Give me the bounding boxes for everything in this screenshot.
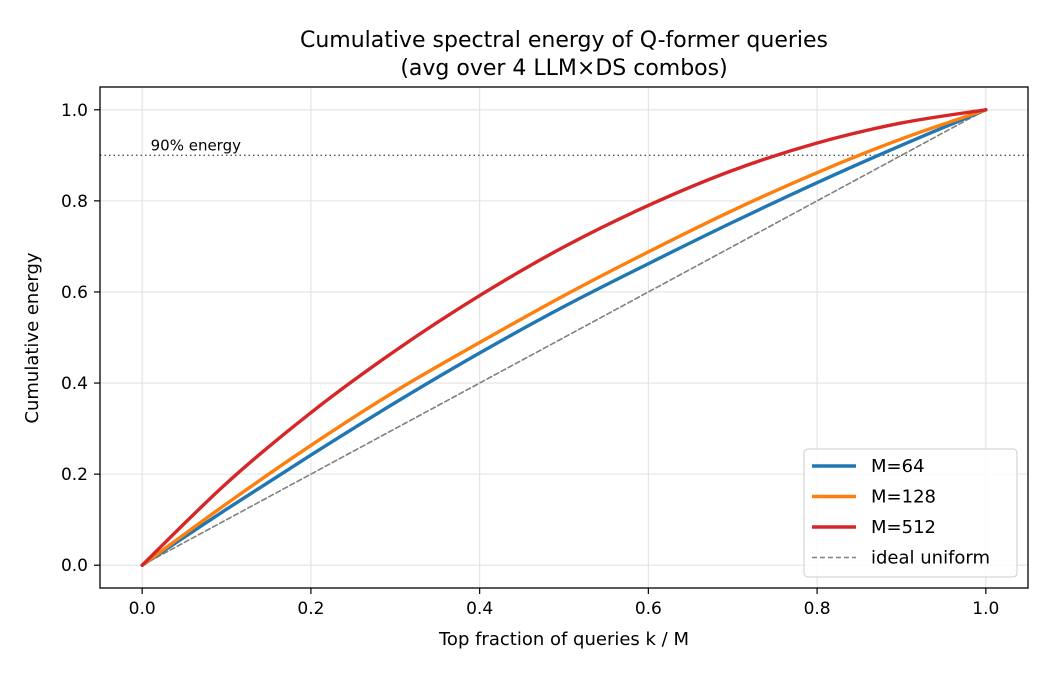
legend-label-m-64: M=64 xyxy=(871,456,925,477)
legend-box xyxy=(803,448,1018,578)
x-tick-label: 0.6 xyxy=(635,599,662,619)
legend-label-ideal-uniform: ideal uniform xyxy=(871,548,990,569)
legend: M=64 M=128 M=512 ideal uniform xyxy=(803,448,1018,578)
y-tick-label: 1.0 xyxy=(61,101,88,121)
chart-subtitle: (avg over 4 LLM×DS combos) xyxy=(400,56,727,81)
series-line-m-128 xyxy=(140,108,988,567)
y-tick-label: 0.0 xyxy=(61,556,88,576)
x-tick-label: 0.2 xyxy=(297,599,324,619)
x-axis-label: Top fraction of queries k / M xyxy=(438,629,689,650)
legend-label-m-128: M=128 xyxy=(871,487,936,508)
plot-frame xyxy=(99,86,1029,589)
y-tick-label: 0.8 xyxy=(61,192,88,212)
y-tick-label: 0.6 xyxy=(61,283,88,303)
series-line-m-512 xyxy=(140,108,988,567)
chart-title: Cumulative spectral energy of Q-former q… xyxy=(300,28,828,53)
y-tick-label: 0.2 xyxy=(61,465,88,485)
x-tick-label: 0.8 xyxy=(804,599,831,619)
ninety-percent-energy-label: 90% energy xyxy=(151,136,241,154)
series-line-m-64 xyxy=(140,108,988,567)
series-lines xyxy=(140,108,988,567)
x-tick-label: 0.4 xyxy=(466,599,493,619)
legend-label-m-512: M=512 xyxy=(871,517,936,538)
y-tick-label: 0.4 xyxy=(61,374,88,394)
y-axis-label: Cumulative energy xyxy=(22,252,43,424)
x-tick-label: 1.0 xyxy=(972,599,999,619)
axis-ticks: 0.0 0.2 0.4 0.6 0.8 1.0 0.0 0.2 0.4 0.6 0.8 1.0 xyxy=(61,101,999,619)
x-tick-label: 0.0 xyxy=(129,599,156,619)
series-line-ideal-uniform xyxy=(141,108,987,567)
